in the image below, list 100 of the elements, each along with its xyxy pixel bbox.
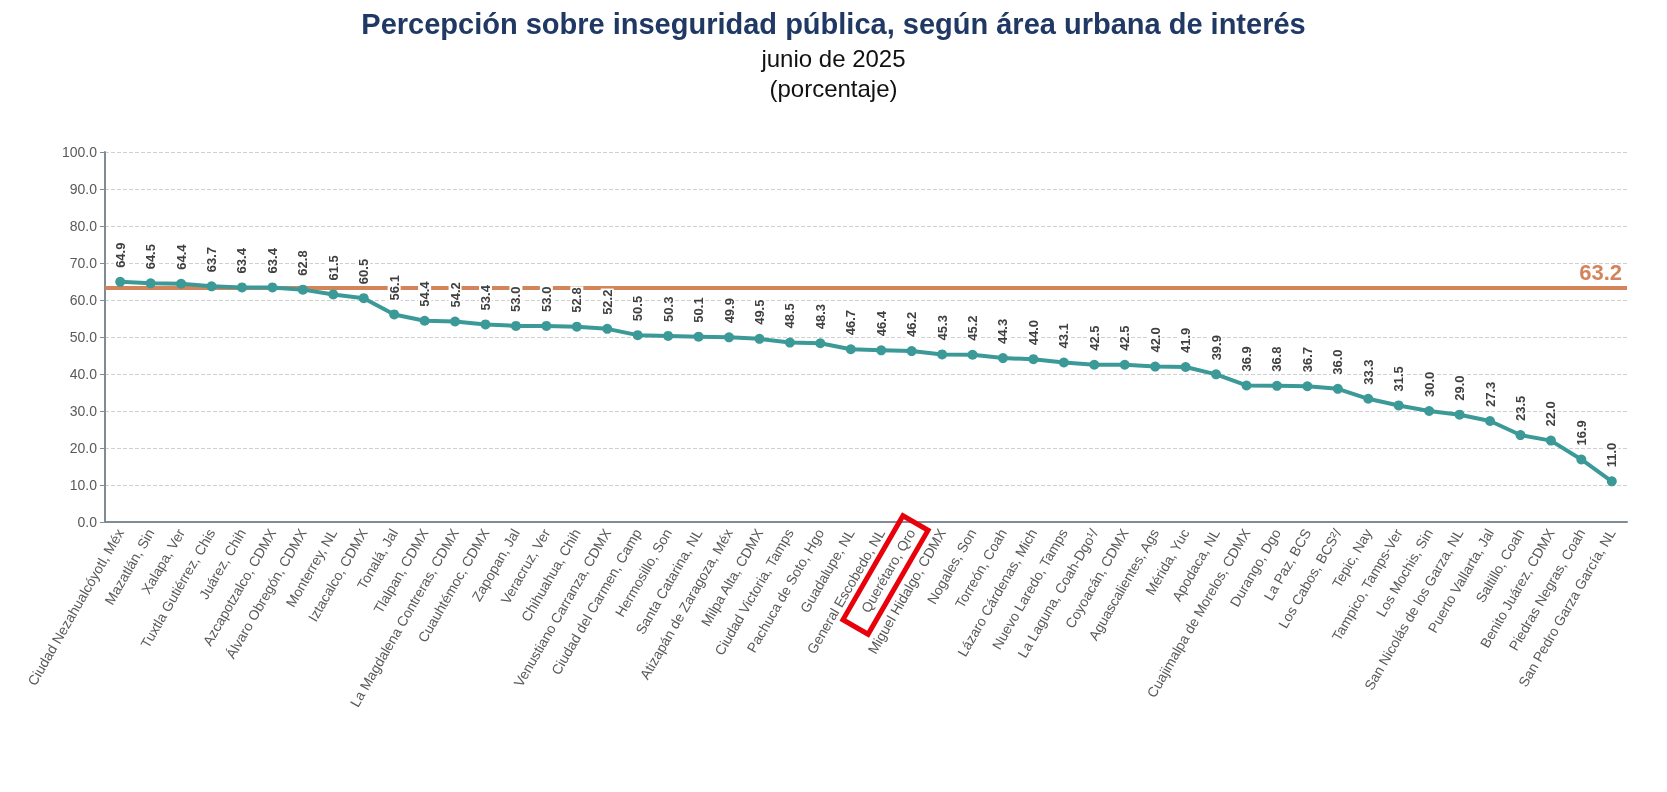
- point: [480, 319, 491, 330]
- point: [602, 323, 613, 334]
- chart-subtitle: junio de 2025: [761, 45, 906, 72]
- text: 54.4: [417, 281, 433, 307]
- text: 31.5: [1391, 366, 1407, 392]
- text: 36.7: [1299, 346, 1315, 373]
- point: [115, 276, 126, 287]
- point: [1241, 380, 1252, 391]
- point: [1515, 430, 1526, 441]
- y-tick-label: 20.0: [69, 440, 98, 456]
- text: 42.5: [1086, 325, 1102, 351]
- point: [206, 281, 217, 292]
- point: [1211, 369, 1222, 380]
- chart-title: Percepción sobre inseguridad pública, según área urbana de interés: [361, 7, 1306, 40]
- text: 46.2: [904, 311, 920, 338]
- text: 50.1: [691, 297, 707, 323]
- text: 44.3: [995, 318, 1011, 345]
- y-tick-label: 90.0: [69, 181, 98, 197]
- text: 11.0: [1604, 442, 1620, 468]
- point: [1606, 476, 1617, 487]
- text: 29.0: [1452, 375, 1468, 401]
- text: 42.5: [1117, 325, 1133, 351]
- point: [1302, 381, 1313, 392]
- text: 64.9: [112, 242, 128, 268]
- point: [510, 320, 521, 331]
- point: [1332, 383, 1343, 394]
- point: [815, 338, 826, 349]
- text: 56.1: [386, 275, 402, 301]
- point: [1119, 359, 1130, 370]
- point: [450, 316, 461, 327]
- point: [632, 330, 643, 341]
- point: [328, 289, 339, 300]
- text: 44.0: [1025, 319, 1041, 346]
- text: 27.3: [1482, 381, 1498, 407]
- text: 22.0: [1543, 401, 1559, 427]
- text: 41.9: [1178, 327, 1194, 353]
- ref-line-label: 63.2: [1579, 259, 1622, 285]
- point: [754, 333, 765, 344]
- text: 39.9: [1208, 335, 1224, 361]
- point: [845, 344, 856, 355]
- point: [1150, 361, 1161, 372]
- point: [419, 315, 430, 326]
- y-tick-label: 70.0: [69, 255, 98, 271]
- point: [967, 349, 978, 360]
- text: 64.4: [173, 244, 189, 270]
- text: 49.5: [751, 299, 767, 325]
- point: [1271, 380, 1282, 391]
- y-tick-label: 100.0: [61, 144, 98, 160]
- point: [358, 293, 369, 304]
- text: 36.0: [1330, 349, 1346, 375]
- text: 42.0: [1147, 327, 1163, 353]
- text: 63.4: [234, 248, 250, 274]
- y-tick-label: 0.0: [77, 514, 98, 530]
- point: [1089, 359, 1100, 370]
- point: [236, 282, 247, 293]
- point: [1545, 435, 1556, 446]
- text: 23.5: [1512, 395, 1528, 422]
- text: 49.9: [721, 298, 737, 324]
- text: (porcentaje): [769, 75, 898, 102]
- point: [541, 320, 552, 331]
- text: 52.8: [569, 287, 585, 313]
- point: [1363, 393, 1374, 404]
- text: 36.8: [1269, 346, 1285, 372]
- point: [876, 345, 887, 356]
- point: [784, 337, 795, 348]
- y-tick-label: 30.0: [69, 403, 98, 419]
- text: 33.3: [1360, 359, 1376, 385]
- text: 16.9: [1573, 420, 1589, 446]
- point: [724, 332, 735, 343]
- text: 63.4: [264, 248, 280, 274]
- point: [297, 284, 308, 295]
- text: 60.5: [356, 258, 372, 285]
- point: [1028, 354, 1039, 365]
- point: [937, 349, 948, 360]
- point: [997, 353, 1008, 364]
- text: 53.0: [508, 286, 524, 312]
- text: 64.5: [143, 244, 159, 270]
- y-tick-label: 40.0: [69, 366, 98, 382]
- text: 46.4: [873, 311, 889, 337]
- y-tick-label: 50.0: [69, 329, 98, 345]
- y-tick-label: 60.0: [69, 292, 98, 308]
- point: [389, 309, 400, 320]
- point: [1424, 406, 1435, 416]
- text: 53.4: [478, 285, 493, 311]
- point: [906, 346, 917, 357]
- text: 46.7: [843, 309, 859, 336]
- point: [1576, 454, 1587, 465]
- text: 48.5: [782, 303, 798, 329]
- text: 45.3: [934, 315, 950, 341]
- point: [663, 330, 674, 341]
- point: [176, 278, 187, 289]
- point: [1058, 357, 1069, 368]
- point: [145, 278, 156, 289]
- y-tick-label: 10.0: [69, 477, 98, 493]
- text: 54.2: [447, 282, 463, 308]
- point: [1454, 409, 1465, 420]
- point: [693, 331, 704, 342]
- point: [1393, 400, 1404, 411]
- text: 50.5: [630, 295, 646, 322]
- text: 50.3: [660, 296, 676, 322]
